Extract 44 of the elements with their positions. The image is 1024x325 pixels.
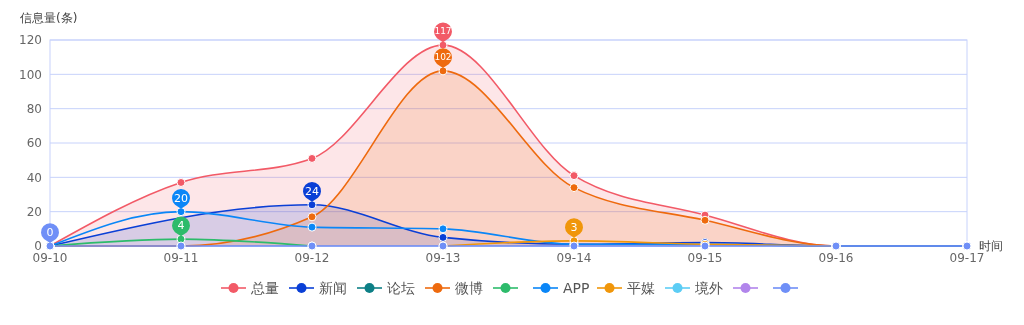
- x-tick-label: 09-14: [556, 251, 592, 265]
- legend-label: 论坛: [387, 279, 415, 296]
- legend-label: 总量: [250, 279, 279, 296]
- point: [307, 222, 317, 232]
- point: [307, 200, 317, 210]
- x-tick-label: 09-12: [294, 251, 330, 265]
- data-label: 117: [434, 26, 452, 37]
- point: [307, 153, 317, 163]
- point: [176, 207, 186, 217]
- x-tick-label: 09-10: [32, 251, 68, 265]
- legend-label: 微博: [455, 279, 483, 296]
- legend-label: 新闻: [319, 279, 347, 296]
- point: [438, 40, 448, 50]
- y-tick-label: 40: [26, 170, 42, 185]
- point: [438, 224, 448, 234]
- y-tick-label: 60: [26, 136, 42, 151]
- legend-label: 平媒: [627, 279, 655, 296]
- data-label: 0: [46, 225, 54, 239]
- x-tick-label: 09-13: [425, 251, 461, 265]
- x-tick-label: 09-17: [949, 251, 985, 265]
- data-label: 24: [305, 184, 319, 198]
- data-label: 20: [174, 191, 188, 205]
- point: [700, 215, 710, 225]
- y-tick-label: 0: [34, 239, 42, 254]
- y-tick-label: 80: [26, 101, 42, 116]
- x-tick-label: 09-16: [818, 251, 854, 265]
- x-tick-label: 09-15: [687, 251, 723, 265]
- x-tick-label: 09-11: [163, 251, 199, 265]
- legend-label: 境外: [694, 279, 723, 296]
- y-tick-label: 100: [19, 67, 42, 82]
- x-axis-title: 时间: [979, 239, 1003, 253]
- point: [307, 212, 317, 222]
- y-axis-title: 信息量(条): [20, 11, 78, 25]
- point: [176, 177, 186, 187]
- y-tick-label: 120: [19, 33, 42, 48]
- point: [569, 171, 579, 181]
- data-label: 102: [434, 52, 452, 63]
- y-tick-label: 20: [26, 204, 42, 219]
- point: [438, 66, 448, 76]
- data-label: 3: [570, 220, 578, 234]
- legend-label: APP: [563, 279, 590, 296]
- point: [438, 232, 448, 242]
- point: [569, 183, 579, 193]
- data-label: 4: [177, 218, 185, 232]
